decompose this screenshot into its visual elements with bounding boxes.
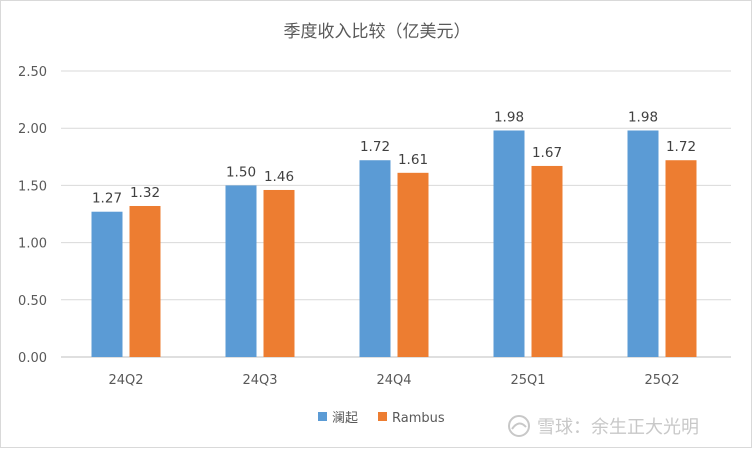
y-tick-label: 2.50 (18, 65, 47, 80)
data-label: 1.27 (92, 191, 122, 207)
data-label: 1.32 (130, 185, 160, 201)
data-label: 1.67 (532, 145, 562, 161)
bar-series2 (129, 205, 161, 357)
data-label: 1.46 (264, 169, 294, 185)
watermark-text: 雪球：余生正大光明 (537, 417, 699, 438)
legend-swatch (378, 412, 387, 421)
bar-series1 (627, 130, 659, 357)
x-axis: 24Q2 24Q3 24Q4 25Q1 25Q2 (108, 373, 679, 388)
data-labels: 1.27 1.32 1.50 1.46 1.72 1.61 1.98 1.67 1.98 1.72 (92, 109, 696, 206)
x-tick-label: 24Q3 (242, 373, 277, 388)
data-label: 1.98 (494, 109, 524, 125)
bar-series2 (397, 172, 429, 357)
bar-series2 (263, 189, 295, 357)
y-tick-label: 1.00 (18, 237, 47, 252)
legend-label: Rambus (392, 411, 445, 426)
bar-series1 (359, 160, 391, 357)
x-tick-label: 24Q2 (108, 373, 143, 388)
x-tick-label: 25Q2 (644, 373, 679, 388)
bar-series1 (225, 185, 257, 357)
data-label: 1.72 (666, 139, 696, 155)
y-tick-label: 0.00 (18, 351, 47, 366)
y-axis: 0.00 0.50 1.00 1.50 2.00 2.50 (18, 65, 47, 366)
bar-series2 (531, 165, 563, 357)
bar-series1 (91, 211, 123, 357)
legend-swatch (318, 412, 327, 421)
gridlines (61, 70, 731, 358)
bar-series2 (665, 160, 697, 357)
x-tick-label: 25Q1 (510, 373, 545, 388)
x-tick-label: 24Q4 (376, 373, 411, 388)
bars (91, 130, 697, 357)
y-tick-label: 1.50 (18, 179, 47, 194)
y-tick-label: 2.00 (18, 122, 47, 137)
legend: 澜起 Rambus (318, 411, 445, 426)
y-tick-label: 0.50 (18, 294, 47, 309)
legend-label: 澜起 (332, 411, 358, 426)
watermark: 雪球：余生正大光明 (508, 415, 699, 438)
data-label: 1.98 (628, 109, 658, 125)
data-label: 1.61 (398, 152, 428, 168)
data-label: 1.72 (360, 139, 390, 155)
snowball-logo-icon (508, 415, 530, 437)
bar-series1 (493, 130, 525, 357)
chart-title: 季度收入比较（亿美元） (284, 22, 471, 42)
data-label: 1.50 (226, 164, 256, 180)
